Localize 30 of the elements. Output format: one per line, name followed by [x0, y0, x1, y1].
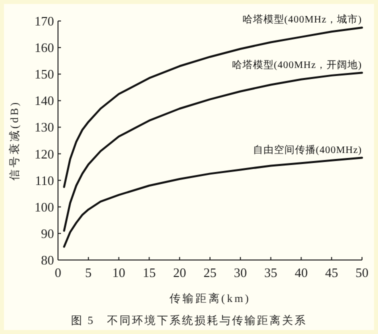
x-tick-label: 30: [234, 265, 247, 280]
line-series: [63, 26, 363, 188]
y-tick-label: 80: [41, 252, 54, 268]
line-series: [63, 72, 363, 232]
series-label: 哈塔模型(400MHz，开阔地): [232, 58, 362, 71]
y-tick-label: 120: [34, 146, 54, 162]
x-tick-label: 50: [356, 265, 368, 280]
y-tick-label: 150: [34, 66, 54, 82]
x-tick-label: 15: [142, 265, 156, 280]
line-series: [63, 156, 363, 248]
x-tick-label: 40: [294, 265, 308, 280]
y-tick-label: 100: [34, 199, 54, 214]
x-tick-label: 20: [173, 265, 186, 280]
x-tick-label: 5: [85, 265, 92, 280]
caption: 图 5 不同环境下系统损耗与传输距离关系: [70, 314, 308, 327]
x-tick-label: 45: [325, 265, 338, 280]
y-tick-label: 140: [34, 93, 54, 108]
x-tick-label: 0: [54, 265, 62, 280]
y-tick-label: 110: [34, 172, 54, 188]
y-tick-label: 130: [34, 120, 54, 135]
y-axis-title: 信号衰减(dB): [8, 100, 21, 181]
y-tick-label: 170: [34, 14, 54, 28]
x-tick-label: 25: [204, 265, 216, 280]
y-tick-label: 90: [41, 226, 54, 241]
x-tick-label: 35: [264, 265, 278, 280]
series-label: 哈塔模型(400MHz，城市): [242, 14, 362, 26]
x-axis-title: 传输距离(km): [169, 292, 251, 305]
y-tick-label: 160: [34, 40, 54, 56]
series-label: 自由空间传播(400MHz): [252, 144, 362, 156]
x-tick-label: 10: [112, 265, 126, 280]
